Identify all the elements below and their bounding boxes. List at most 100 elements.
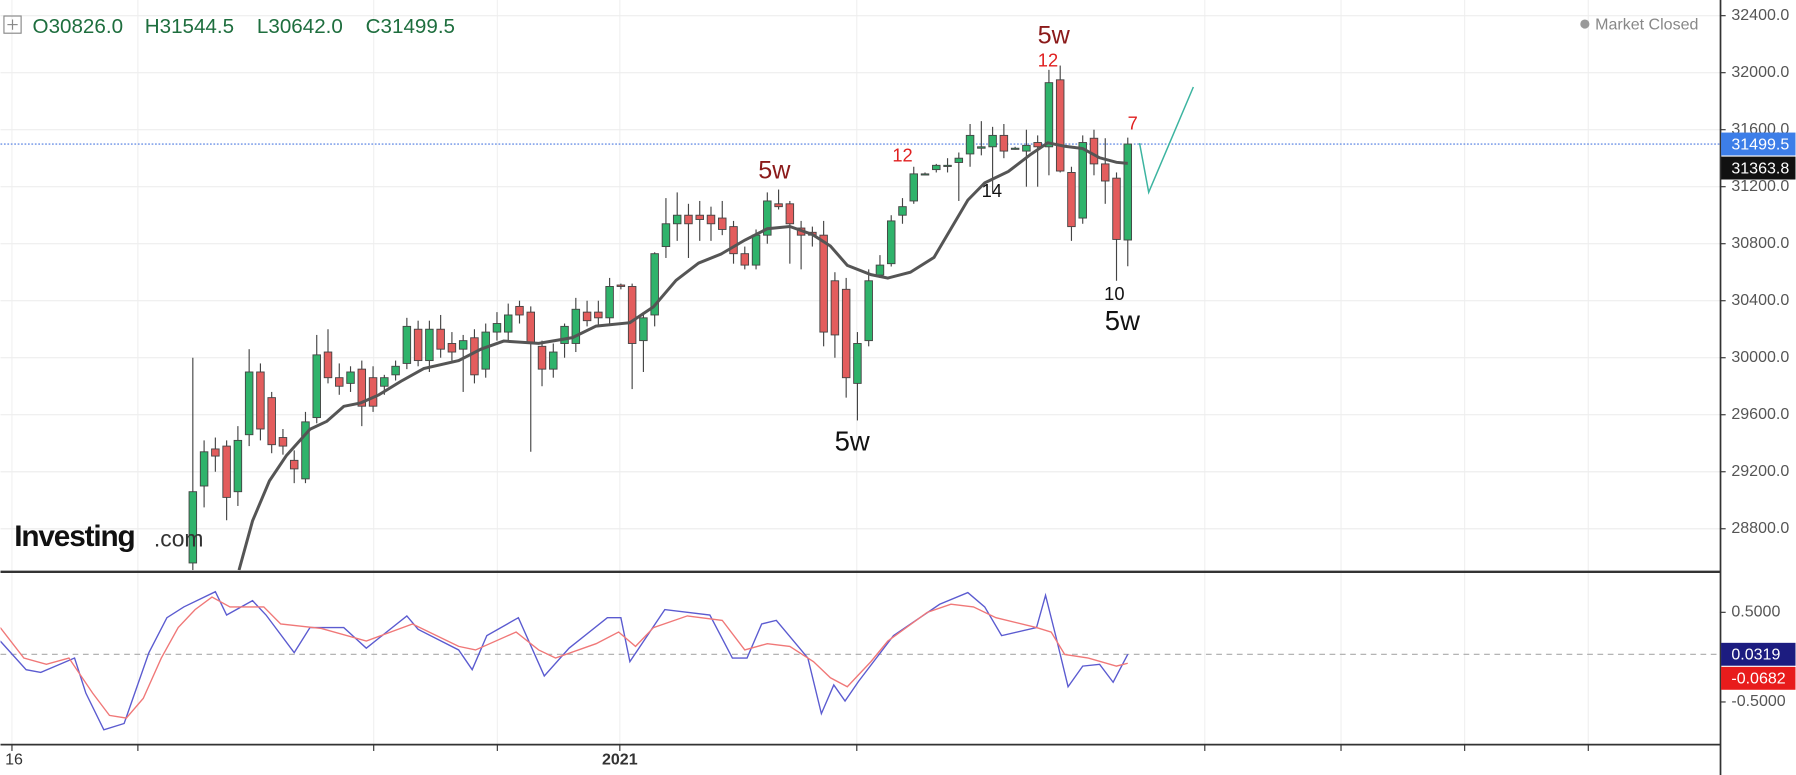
candle-body [639,317,648,342]
y-tick-label: 28800.0 [1731,519,1789,537]
candle-body [819,234,828,333]
last-price-label: 31499.5 [1731,135,1789,153]
y-tick-label: 0.5000 [1731,603,1780,621]
annotation: 14 [982,180,1002,201]
candle-body [909,173,918,202]
candle-body [1089,137,1099,165]
candle-body [481,331,490,370]
y-tick-label: 29200.0 [1731,462,1789,480]
annotation: 12 [892,145,912,166]
y-tick-label: -0.5000 [1731,692,1785,710]
candle-body [346,371,355,384]
candle-body [650,253,659,316]
candle-body [684,214,693,225]
moving-average [237,141,1128,571]
candle-body [1010,147,1020,150]
annotation: 10 [1104,283,1124,304]
y-tick-label: 32400.0 [1731,6,1789,24]
y-tick-label: 30800.0 [1731,234,1789,252]
axes [0,0,1726,775]
candle-body [1033,142,1042,148]
candle-body [515,305,524,316]
candle-body [391,365,400,376]
candle-body [1044,82,1054,148]
candle-body [267,397,276,446]
candle-body [853,343,862,384]
y-tick-label: 30400.0 [1731,291,1789,309]
candle-body [211,448,220,457]
candle-body [999,134,1009,152]
candle-body [402,325,412,364]
candle-body [571,308,581,344]
candle-body [594,311,603,319]
candle-body [605,286,614,319]
candle-body [278,437,288,447]
candle-body [357,368,367,407]
projection-line [1138,86,1195,195]
candle-body [988,134,997,148]
logo: Investing [14,520,134,553]
candle-body [312,354,321,419]
ma-label: 31363.8 [1731,159,1789,177]
candle-body [413,328,423,362]
candle-body [695,214,704,220]
candle-body [335,377,344,387]
candle-body [503,314,513,333]
candle-body [898,206,907,216]
candle-body [368,377,378,407]
annotation: 12 [1038,50,1058,71]
candle-body [706,214,716,225]
status-dot [1580,19,1590,29]
candle-body [763,200,772,236]
candle-body [729,226,738,255]
x-tick-label: 16 [5,750,23,768]
candle-body [920,173,930,176]
oscillator-pane [0,590,1720,731]
candle-body [616,284,626,287]
last-price-box [1721,132,1796,156]
candle-body [256,371,265,430]
candle-body [1067,171,1076,228]
ohlc-close: C31499.5 [366,15,455,38]
candle-body [965,134,975,155]
ohlc-high: H31544.5 [145,15,234,38]
candle-body [943,164,952,167]
candle-body [537,345,547,370]
candle-body [672,214,682,225]
candle-body [380,377,389,387]
candle-body [436,328,445,350]
candle-body [718,217,727,230]
candle-body [244,371,254,436]
candle-body [661,223,671,248]
candle-body [549,351,558,370]
expand-icon[interactable] [3,15,22,34]
candle-body [1112,177,1121,240]
oscillator-line [0,590,1129,731]
candle-body [199,451,209,487]
candle-body [1123,143,1133,241]
candle-body [740,253,750,266]
candle-body [233,439,243,493]
candle-body [526,311,535,344]
x-tick-label: 2021 [602,750,638,768]
oscillator-value-label: -0.0682 [1731,670,1785,688]
candle-body [492,323,502,333]
candle-body [222,445,231,498]
candle-body [954,157,964,163]
candle-body [864,280,873,342]
logo-suffix: .com [154,525,204,551]
candle-body [1022,144,1031,152]
candle-body [301,421,310,480]
annotation: 5w [758,156,791,184]
labels: O30826.0 H31544.5 L30642.0 C31499.5 Mark… [3,6,1796,768]
candle-body [841,288,851,379]
candle-body [458,340,468,350]
oscillator-line [0,596,1128,719]
candle-body [774,203,783,208]
candle-body [627,286,637,344]
annotation: 5w [835,425,870,456]
candle-body [323,351,333,379]
candle-body [425,328,434,362]
price-pane [0,65,1720,571]
